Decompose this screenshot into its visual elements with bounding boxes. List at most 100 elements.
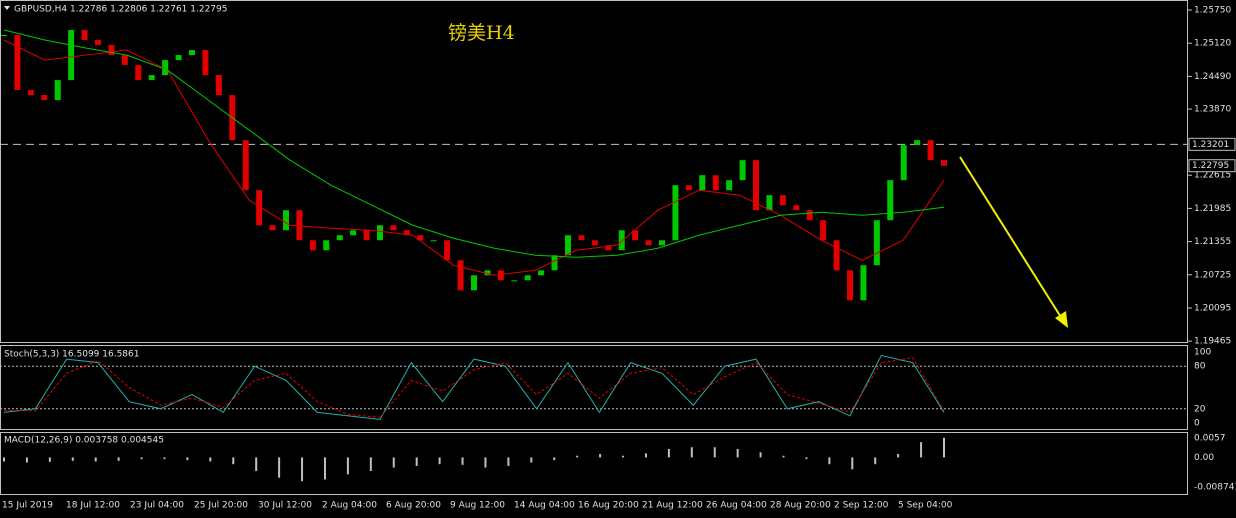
macd-bar xyxy=(232,457,235,465)
candle xyxy=(242,140,249,191)
last-price-label: 1.22795 xyxy=(1192,161,1229,171)
macd-bar xyxy=(805,457,808,460)
y-tick-label: 0 xyxy=(1194,419,1200,429)
candle xyxy=(927,140,934,161)
candle xyxy=(538,270,545,276)
macd-bar xyxy=(48,457,51,462)
macd-bar xyxy=(117,457,120,461)
candle xyxy=(323,240,330,251)
macd-bar xyxy=(186,457,189,461)
candle xyxy=(753,160,759,211)
macd-bar xyxy=(576,455,579,458)
candle xyxy=(887,180,894,221)
stoch-line xyxy=(3,357,945,418)
candle xyxy=(95,40,101,46)
candle xyxy=(793,205,800,211)
candle xyxy=(350,230,357,236)
x-tick-label: 30 Jul 12:00 xyxy=(258,501,312,511)
candle xyxy=(81,30,88,41)
x-tick-label: 21 Aug 12:00 xyxy=(642,501,703,511)
candle xyxy=(175,55,182,61)
x-tick-label: 18 Jul 12:00 xyxy=(66,501,120,511)
candle xyxy=(121,55,128,66)
candle xyxy=(189,50,195,56)
candle xyxy=(605,245,612,251)
macd-bar xyxy=(163,457,166,460)
candle xyxy=(135,65,142,81)
macd-bar xyxy=(278,457,281,478)
x-tick-label: 6 Aug 20:00 xyxy=(386,501,441,511)
y-tick-label: 1.25750 xyxy=(1194,6,1231,16)
macd-bar xyxy=(828,457,831,465)
candle xyxy=(833,240,840,271)
macd-bar xyxy=(759,452,762,458)
candle xyxy=(618,230,625,251)
x-tick-label: 2 Sep 12:00 xyxy=(834,501,889,511)
candle xyxy=(309,240,316,251)
price-line-label: 1.23201 xyxy=(1192,140,1229,150)
macd-title: MACD(12,26,9) 0.003758 0.004545 xyxy=(4,436,164,446)
y-tick-label: 1.20725 xyxy=(1194,270,1231,280)
y-tick-label: 1.21355 xyxy=(1194,237,1231,247)
candle xyxy=(806,210,813,221)
y-tick-label: 1.25120 xyxy=(1194,39,1231,49)
macd-bar xyxy=(461,457,464,465)
candle xyxy=(739,160,746,181)
candle xyxy=(1,35,7,37)
candle xyxy=(162,60,169,76)
y-tick-label: 0.0057 xyxy=(1194,434,1226,444)
candle xyxy=(914,140,921,146)
macd-bar xyxy=(484,457,487,468)
candle xyxy=(632,230,639,241)
y-tick-label: -0.008741 xyxy=(1194,483,1236,493)
stoch-title: Stoch(5,3,3) 16.5099 16.5861 xyxy=(4,350,139,360)
macd-bar xyxy=(140,457,143,460)
candle xyxy=(202,50,209,76)
candle xyxy=(430,240,437,242)
candle xyxy=(766,195,773,211)
x-tick-label: 16 Aug 20:00 xyxy=(578,501,639,511)
stoch-line xyxy=(3,354,945,420)
macd-bar xyxy=(530,457,533,463)
candle xyxy=(471,275,477,291)
arrow-head xyxy=(1055,311,1068,328)
price-line-box xyxy=(1188,137,1236,151)
x-tick-label: 25 Jul 20:00 xyxy=(194,501,248,511)
macd-bar xyxy=(71,457,74,461)
candle xyxy=(296,210,303,241)
macd-bar xyxy=(736,448,739,458)
candle xyxy=(645,240,652,246)
candle xyxy=(41,95,48,101)
macd-bar xyxy=(25,457,28,463)
candle xyxy=(54,80,61,101)
x-tick-label: 15 Jul 2019 xyxy=(2,501,53,511)
y-tick-label: 0.00 xyxy=(1194,453,1214,463)
candle xyxy=(712,175,719,191)
x-tick-label: 5 Sep 04:00 xyxy=(898,501,953,511)
macd-bar xyxy=(346,457,349,475)
y-tick-label: 20 xyxy=(1194,404,1206,414)
candle xyxy=(444,240,451,261)
macd-bar xyxy=(392,457,395,468)
candle xyxy=(860,265,867,301)
y-tick-label: 1.23870 xyxy=(1194,105,1231,115)
candle xyxy=(672,185,679,241)
candle xyxy=(820,220,827,241)
moving-average xyxy=(3,39,945,276)
candle xyxy=(256,190,263,226)
macd-panel xyxy=(0,432,1188,495)
candle xyxy=(484,270,491,276)
candle xyxy=(524,275,531,281)
macd-bar xyxy=(3,457,5,462)
macd-bar xyxy=(713,447,716,458)
macd-bar xyxy=(553,457,556,461)
macd-bar xyxy=(644,453,647,458)
macd-bar xyxy=(301,457,304,482)
annotation: 镑美H4 xyxy=(448,22,515,44)
candle xyxy=(68,30,75,81)
y-tick-label: 1.22615 xyxy=(1194,171,1231,181)
symbol-title: GBPUSD,H4 1.22786 1.22806 1.22761 1.2279… xyxy=(14,5,227,15)
candle xyxy=(726,180,733,191)
candle xyxy=(873,220,880,266)
candle xyxy=(27,90,34,96)
